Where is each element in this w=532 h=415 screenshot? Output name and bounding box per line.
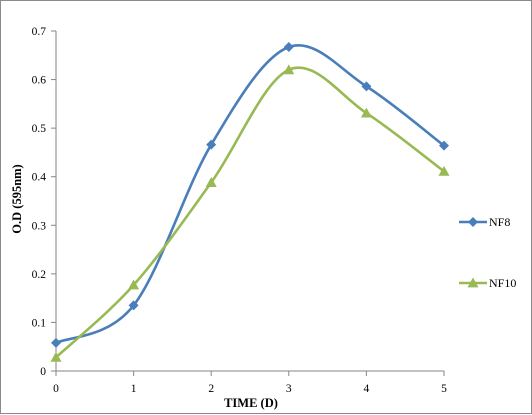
x-tick-label: 5 <box>441 383 447 395</box>
data-point-nf10 <box>50 351 62 362</box>
legend-label-nf8: NF8 <box>489 215 510 229</box>
y-tick-label: 0.4 <box>32 172 47 184</box>
y-tick-label: 0.7 <box>32 26 47 38</box>
y-axis-title: O.D (595nm) <box>10 164 24 233</box>
legend-label-nf10: NF10 <box>489 276 516 290</box>
legend: NF8 NF10 <box>459 215 516 290</box>
x-tick-label: 1 <box>131 383 137 395</box>
legend-marker-nf10 <box>467 277 479 288</box>
data-point-nf8 <box>128 300 139 311</box>
legend-item-nf10: NF10 <box>459 276 516 290</box>
series-line-nf8 <box>54 44 446 345</box>
axes: 0 0.1 0.2 0.3 0.4 0.5 0.6 0.7 0 1 2 3 4 5 <box>32 26 448 395</box>
data-point-nf8 <box>51 337 61 348</box>
series-nf8 <box>51 42 449 348</box>
y-tick-label: 0.3 <box>32 220 47 232</box>
y-tick-label: 0 <box>40 366 46 378</box>
data-point-nf10 <box>360 107 372 118</box>
y-tick-label: 0.1 <box>32 317 47 329</box>
x-tick-label: 0 <box>53 383 59 395</box>
series-line-nf10 <box>54 66 446 359</box>
data-point-nf8 <box>206 139 217 150</box>
x-tick-label: 4 <box>364 383 370 395</box>
y-tick-label: 0.6 <box>32 75 47 87</box>
x-tick-label: 2 <box>208 383 214 395</box>
series-nf10 <box>50 64 450 362</box>
legend-marker-nf8 <box>468 217 478 227</box>
data-point-nf10 <box>128 279 140 290</box>
legend-item-nf8: NF8 <box>459 215 510 229</box>
data-point-nf10 <box>438 165 450 176</box>
x-axis-title: TIME (D) <box>224 396 278 410</box>
data-point-nf10 <box>205 177 217 187</box>
y-tick-label: 0.2 <box>32 269 47 281</box>
data-point-nf10 <box>283 64 295 75</box>
x-tick-label: 3 <box>286 383 292 395</box>
data-point-nf8 <box>361 81 372 92</box>
series-layer <box>50 42 450 362</box>
data-point-nf8 <box>283 42 294 53</box>
y-tick-label: 0.5 <box>32 123 47 135</box>
data-point-nf8 <box>439 140 449 151</box>
